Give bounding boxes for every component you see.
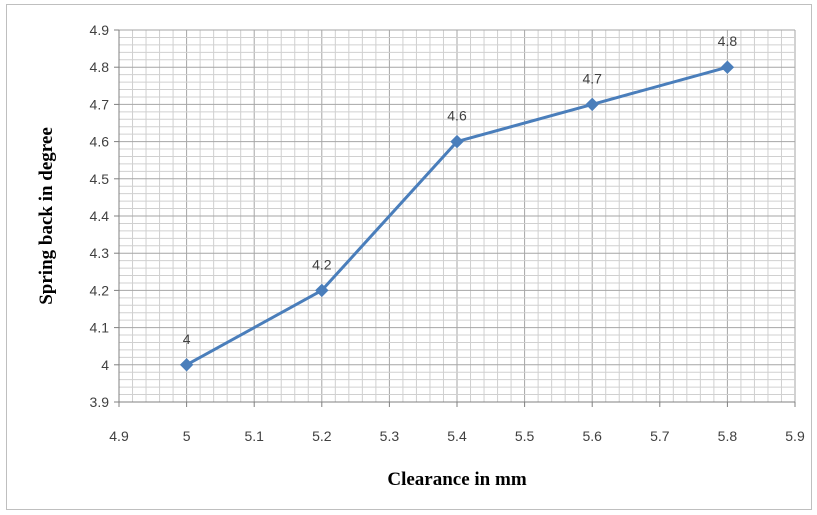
x-tick-label: 5.5 <box>515 428 535 444</box>
data-point-marker <box>450 134 464 149</box>
data-point-marker <box>585 97 599 112</box>
y-tick-label: 4.8 <box>90 59 110 75</box>
y-tick-label: 4.4 <box>90 208 110 224</box>
data-point-marker <box>315 283 329 298</box>
x-axis-title: Clearance in mm <box>387 469 526 490</box>
x-tick-label: 5.1 <box>244 428 264 444</box>
y-tick-label: 4.5 <box>90 171 110 187</box>
x-tick-label: 4.9 <box>109 428 129 444</box>
y-tick-label: 4 <box>101 357 109 373</box>
y-tick-label: 4.7 <box>90 96 110 112</box>
data-labels: 4 4.2 4.6 4.7 4.8 <box>183 33 738 347</box>
y-tick-label: 4.6 <box>90 134 110 150</box>
x-tick-label: 5.8 <box>718 428 738 444</box>
x-tick-label: 5.4 <box>447 428 467 444</box>
tick-labels: 4.9 5 5.1 5.2 5.3 5.4 5.5 5.6 5.7 5.8 5.9 3.9 4 4.1 4.… <box>90 22 805 444</box>
x-tick-label: 5.3 <box>380 428 400 444</box>
data-label: 4 <box>183 331 191 347</box>
y-tick-label: 4.3 <box>90 245 110 261</box>
x-tick-label: 5.2 <box>312 428 332 444</box>
y-axis-title: Spring back in degree <box>36 127 57 305</box>
data-label: 4.6 <box>447 108 467 124</box>
y-tick-label: 4.9 <box>90 22 110 38</box>
series <box>179 60 735 372</box>
chart-frame <box>6 4 812 510</box>
x-tick-label: 5.9 <box>785 428 805 444</box>
x-tick-label: 5 <box>183 428 191 444</box>
data-label: 4.7 <box>582 70 602 86</box>
y-tick-label: 4.1 <box>90 320 110 336</box>
data-point-marker <box>720 60 735 74</box>
y-tick-label: 4.2 <box>90 282 110 298</box>
y-tick-label: 3.9 <box>90 394 110 410</box>
x-tick-label: 5.6 <box>582 428 602 444</box>
gridlines <box>118 29 796 403</box>
x-tick-label: 5.7 <box>650 428 670 444</box>
data-label: 4.2 <box>312 256 332 272</box>
data-label: 4.8 <box>718 33 738 49</box>
data-point-marker <box>179 358 194 372</box>
